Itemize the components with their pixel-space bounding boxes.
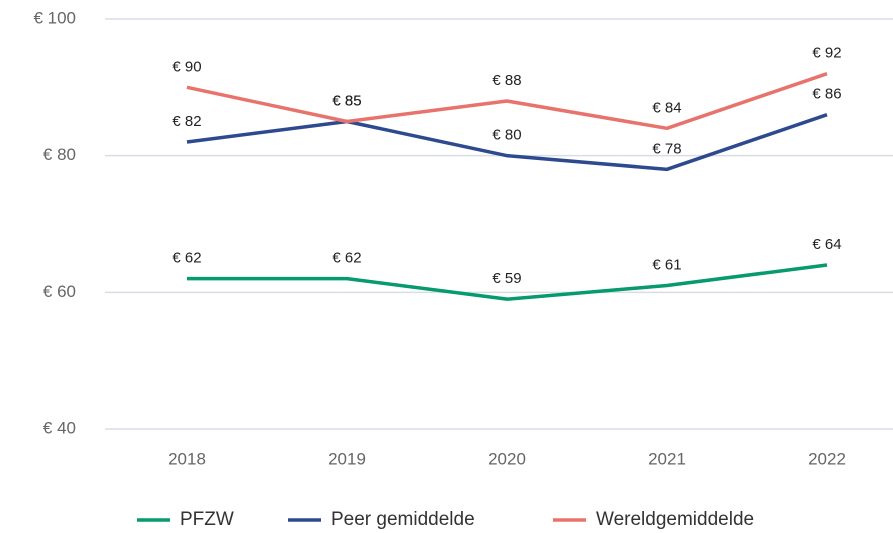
data-label: € 62 <box>332 250 361 267</box>
y-tick-label: € 80 <box>43 145 76 164</box>
legend-label: PFZW <box>180 509 234 530</box>
data-label: € 80 <box>492 127 521 144</box>
legend-label: Wereldgemiddelde <box>596 509 754 530</box>
data-label: € 85 <box>332 92 361 109</box>
data-label: € 61 <box>652 256 681 273</box>
x-tick-label: 2018 <box>168 449 206 468</box>
data-label: € 78 <box>652 140 681 157</box>
data-label: € 92 <box>812 45 841 62</box>
data-label: € 85 <box>332 92 361 109</box>
legend-label: Peer gemiddelde <box>331 509 475 530</box>
series-line <box>187 263 828 301</box>
data-label: € 62 <box>172 250 201 267</box>
y-tick-label: € 60 <box>43 282 76 301</box>
data-label: € 88 <box>492 72 521 89</box>
data-label: € 59 <box>492 270 521 287</box>
data-label: € 90 <box>172 58 201 75</box>
data-label: € 64 <box>812 236 841 253</box>
series-line <box>186 72 828 131</box>
y-tick-label: € 40 <box>43 418 76 437</box>
data-label: € 86 <box>812 86 841 103</box>
x-tick-label: 2019 <box>328 449 366 468</box>
x-tick-label: 2022 <box>808 449 846 468</box>
series-line <box>186 113 828 172</box>
x-tick-label: 2021 <box>648 449 686 468</box>
data-label: € 84 <box>652 99 681 116</box>
data-label: € 82 <box>172 113 201 130</box>
x-tick-label: 2020 <box>488 449 526 468</box>
y-tick-label: € 100 <box>33 8 76 27</box>
